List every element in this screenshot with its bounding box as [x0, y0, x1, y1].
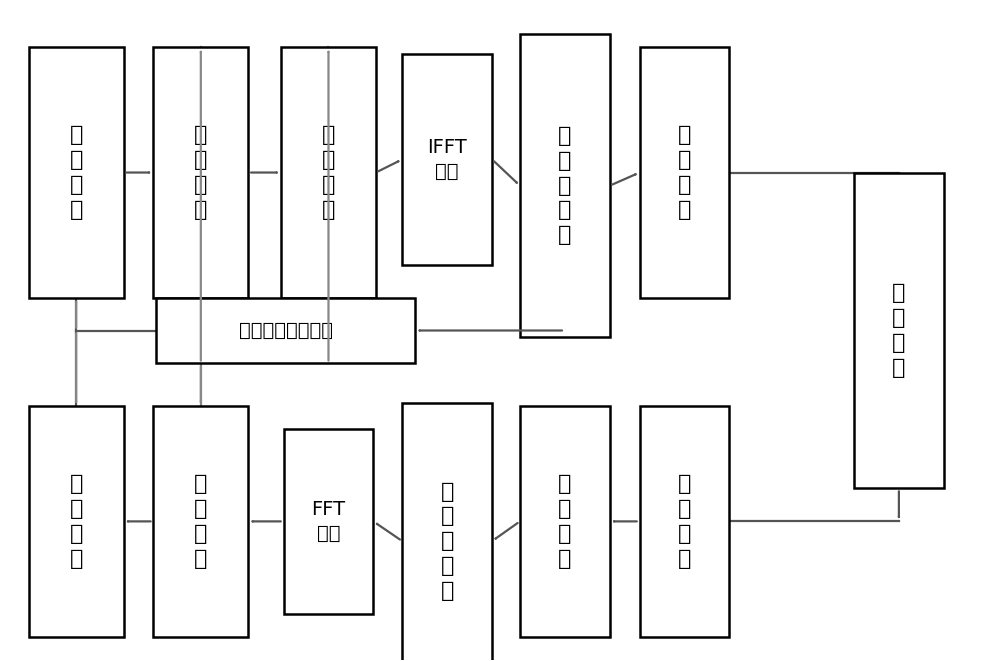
Bar: [284, 429, 373, 613]
Text: 无
线
传
输: 无 线 传 输: [892, 284, 906, 377]
Bar: [29, 48, 124, 297]
Text: 压缩感知信道估计: 压缩感知信道估计: [239, 321, 333, 340]
Text: 去
循
环
前
缀: 去 循 环 前 缀: [440, 481, 454, 601]
Bar: [156, 297, 415, 364]
Bar: [402, 403, 492, 661]
Bar: [153, 48, 248, 297]
Text: 检
测
编
码: 检 测 编 码: [194, 474, 208, 568]
Text: 串
并
转
换: 串 并 转 换: [69, 126, 83, 219]
Text: FFT
变换: FFT 变换: [311, 500, 346, 543]
Bar: [520, 34, 610, 337]
Bar: [640, 407, 729, 637]
Bar: [402, 54, 492, 264]
Text: 信
道
编
码: 信 道 编 码: [194, 126, 208, 219]
Text: 加
循
环
前
缀: 加 循 环 前 缀: [558, 126, 572, 245]
Bar: [29, 407, 124, 637]
Text: 时
频
同
步: 时 频 同 步: [558, 474, 572, 568]
Bar: [854, 173, 944, 488]
Text: 数
模
转
换: 数 模 转 换: [678, 126, 691, 219]
Bar: [153, 407, 248, 637]
Text: 并
串
变
换: 并 串 变 换: [69, 474, 83, 568]
Text: 数
据
调
制: 数 据 调 制: [322, 126, 335, 219]
Text: IFFT
变换: IFFT 变换: [427, 138, 467, 180]
Text: 模
数
转
换: 模 数 转 换: [678, 474, 691, 568]
Bar: [520, 407, 610, 637]
Bar: [281, 48, 376, 297]
Bar: [640, 48, 729, 297]
